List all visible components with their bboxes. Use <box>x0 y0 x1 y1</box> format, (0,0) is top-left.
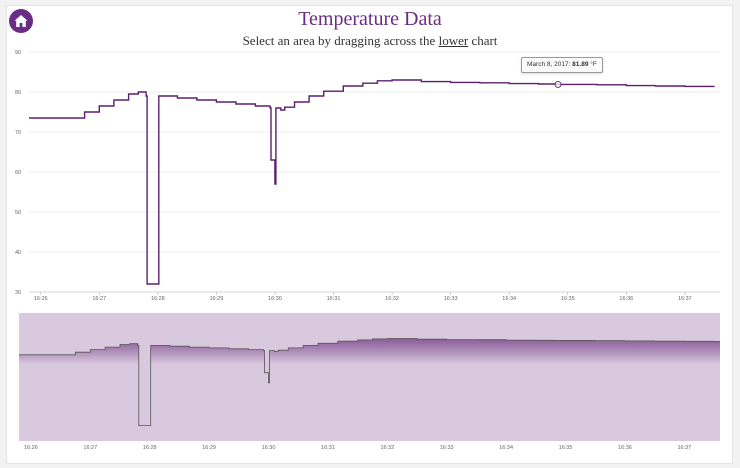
navigator-x-tick-label: 16:28 <box>143 445 157 451</box>
y-tick-label: 50 <box>15 210 21 216</box>
navigator-x-tick-label: 16:34 <box>499 445 513 451</box>
temperature-series-line <box>29 79 715 285</box>
x-tick-label: 16:31 <box>327 296 341 302</box>
navigator-x-tick-label: 16:33 <box>440 445 454 451</box>
x-tick-label: 16:27 <box>92 296 106 302</box>
y-tick-label: 30 <box>15 290 21 296</box>
navigator-x-tick-label: 16:35 <box>559 445 573 451</box>
navigator-x-tick-label: 16:27 <box>83 445 97 451</box>
page-subtitle: Select an area by dragging across the lo… <box>0 33 740 49</box>
x-tick-label: 16:26 <box>34 296 48 302</box>
tooltip-unit: °F <box>590 61 597 68</box>
tooltip: March 8, 2017: 81.89 °F <box>521 57 603 73</box>
y-tick-label: 70 <box>15 130 21 136</box>
navigator-series-line <box>19 338 720 426</box>
y-tick-label: 80 <box>15 90 21 96</box>
y-tick-label: 90 <box>15 50 21 56</box>
x-tick-label: 16:33 <box>444 296 458 302</box>
navigator-x-tick-label: 16:30 <box>262 445 276 451</box>
navigator-x-tick-label: 16:36 <box>618 445 632 451</box>
navigator-x-tick-label: 16:26 <box>24 445 38 451</box>
page-title: Temperature Data <box>298 8 442 30</box>
y-tick-label: 40 <box>15 250 21 256</box>
x-tick-label: 16:32 <box>385 296 399 302</box>
y-tick-label: 60 <box>15 170 21 176</box>
home-icon <box>14 15 28 27</box>
x-tick-label: 16:34 <box>502 296 516 302</box>
tooltip-date: March 8, 2017: <box>527 61 571 68</box>
home-button[interactable] <box>9 9 33 33</box>
navigator-area <box>19 338 720 441</box>
x-tick-label: 16:35 <box>561 296 575 302</box>
x-tick-label: 16:36 <box>619 296 633 302</box>
x-tick-label: 16:28 <box>151 296 165 302</box>
subtitle-pre: Select an area by dragging across the <box>242 33 439 48</box>
subtitle-post: chart <box>468 33 498 48</box>
x-tick-label: 16:29 <box>210 296 224 302</box>
tooltip-value: 81.89 <box>572 61 589 68</box>
navigator-x-tick-label: 16:29 <box>202 445 216 451</box>
x-tick-label: 16:30 <box>268 296 282 302</box>
navigator-x-tick-label: 16:31 <box>321 445 335 451</box>
x-tick-label: 16:37 <box>678 296 692 302</box>
navigator-x-tick-label: 16:37 <box>677 445 691 451</box>
navigator-x-tick-label: 16:32 <box>380 445 394 451</box>
highlight-point <box>554 80 562 88</box>
subtitle-lower-link: lower <box>438 33 469 48</box>
